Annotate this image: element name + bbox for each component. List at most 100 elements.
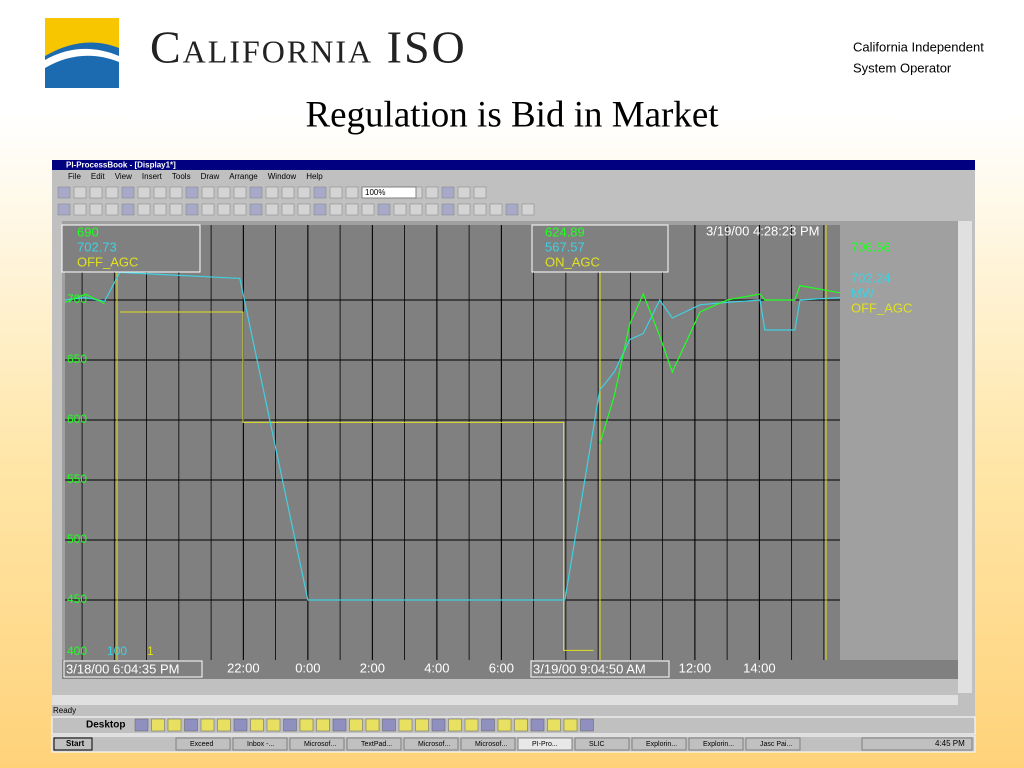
toolbar-icon[interactable] — [89, 203, 103, 216]
toolbar-icon[interactable] — [73, 186, 87, 199]
desktop-icon[interactable] — [233, 718, 248, 732]
task-button[interactable] — [574, 737, 630, 751]
toolbar-icon[interactable] — [105, 186, 119, 199]
desktop-icon[interactable] — [184, 718, 198, 732]
desktop-icon[interactable] — [431, 718, 446, 732]
task-button[interactable] — [517, 737, 573, 751]
desktop-icon[interactable] — [415, 718, 429, 732]
toolbar-icon[interactable] — [329, 203, 343, 216]
desktop-icon[interactable] — [514, 718, 528, 732]
toolbar-icon[interactable] — [73, 203, 87, 216]
toolbar-icon[interactable] — [57, 186, 71, 199]
toolbar-icon[interactable] — [409, 203, 423, 216]
desktop-icon[interactable] — [448, 718, 462, 732]
toolbar-icon[interactable] — [393, 203, 407, 216]
menu-item[interactable]: Help — [306, 172, 323, 181]
start-button[interactable] — [53, 737, 93, 751]
toolbar-icon[interactable] — [153, 186, 167, 199]
toolbar-icon[interactable] — [105, 203, 119, 216]
desktop-icon[interactable] — [266, 718, 281, 732]
toolbar-icon[interactable] — [217, 203, 231, 216]
desktop-icon[interactable] — [464, 718, 479, 732]
toolbar-icon[interactable] — [281, 186, 295, 199]
toolbar-icon[interactable] — [249, 186, 263, 199]
desktop-icon[interactable] — [299, 718, 314, 732]
desktop-icon[interactable] — [151, 718, 165, 732]
toolbar-icon[interactable] — [281, 203, 295, 216]
task-button[interactable] — [403, 737, 459, 751]
toolbar-icon[interactable] — [505, 203, 519, 216]
toolbar-icon[interactable] — [217, 186, 231, 199]
desktop-icon[interactable] — [283, 718, 297, 732]
desktop-icon[interactable] — [134, 718, 149, 732]
menu-item[interactable]: Arrange — [229, 172, 258, 181]
task-button[interactable] — [460, 737, 516, 751]
toolbar-icon[interactable] — [249, 203, 263, 216]
toolbar-icon[interactable] — [185, 186, 199, 199]
desktop-icon[interactable] — [497, 718, 512, 732]
desktop-icon[interactable] — [332, 718, 347, 732]
toolbar-icon[interactable] — [185, 203, 199, 216]
menu-item[interactable]: Edit — [91, 172, 106, 181]
zoom-box[interactable] — [361, 186, 417, 199]
desktop-icon[interactable] — [398, 718, 413, 732]
toolbar-icon[interactable] — [425, 186, 439, 199]
desktop-icon[interactable] — [316, 718, 330, 732]
toolbar-icon[interactable] — [457, 203, 471, 216]
desktop-icon[interactable] — [580, 718, 594, 732]
toolbar-icon[interactable] — [201, 186, 215, 199]
toolbar-icon[interactable] — [297, 203, 311, 216]
toolbar-icon[interactable] — [57, 203, 71, 216]
toolbar-icon[interactable] — [361, 203, 375, 216]
toolbar-icon[interactable] — [121, 203, 135, 216]
menu-item[interactable]: View — [115, 172, 132, 181]
toolbar-icon[interactable] — [489, 203, 503, 216]
toolbar-icon[interactable] — [297, 186, 311, 199]
toolbar-icon[interactable] — [473, 186, 487, 199]
toolbar-icon[interactable] — [473, 203, 487, 216]
toolbar-icon[interactable] — [265, 186, 279, 199]
desktop-icon[interactable] — [530, 718, 545, 732]
desktop-icon[interactable] — [250, 718, 264, 732]
desktop-icon[interactable] — [167, 718, 182, 732]
toolbar-icon[interactable] — [265, 203, 279, 216]
desktop-icon[interactable] — [563, 718, 578, 732]
toolbar-icon[interactable] — [313, 203, 327, 216]
toolbar-icon[interactable] — [425, 203, 439, 216]
toolbar-icon[interactable] — [169, 186, 183, 199]
toolbar-icon[interactable] — [345, 203, 359, 216]
menu-item[interactable]: Window — [268, 172, 297, 181]
toolbar-icon[interactable] — [329, 186, 343, 199]
task-button[interactable] — [745, 737, 801, 751]
menu-item[interactable]: File — [68, 172, 81, 181]
toolbar-icon[interactable] — [313, 186, 327, 199]
task-button[interactable] — [346, 737, 402, 751]
toolbar-icon[interactable] — [233, 186, 247, 199]
desktop-icon[interactable] — [365, 718, 380, 732]
toolbar-icon[interactable] — [457, 186, 471, 199]
menu-item[interactable]: Tools — [172, 172, 191, 181]
desktop-icon[interactable] — [382, 718, 396, 732]
toolbar-icon[interactable] — [201, 203, 215, 216]
toolbar-icon[interactable] — [137, 203, 151, 216]
toolbar-icon[interactable] — [441, 186, 455, 199]
toolbar-icon[interactable] — [377, 203, 391, 216]
desktop-icon[interactable] — [547, 718, 561, 732]
toolbar-icon[interactable] — [89, 186, 103, 199]
toolbar-icon[interactable] — [345, 186, 359, 199]
toolbar-icon[interactable] — [233, 203, 247, 216]
task-button[interactable] — [631, 737, 687, 751]
toolbar-icon[interactable] — [153, 203, 167, 216]
desktop-icon[interactable] — [200, 718, 215, 732]
toolbar-icon[interactable] — [169, 203, 183, 216]
toolbar-icon[interactable] — [521, 203, 535, 216]
toolbar-icon[interactable] — [441, 203, 455, 216]
toolbar-icon[interactable] — [137, 186, 151, 199]
menu-item[interactable]: Insert — [142, 172, 163, 181]
task-button[interactable] — [232, 737, 288, 751]
desktop-icon[interactable] — [481, 718, 495, 732]
task-button[interactable] — [688, 737, 744, 751]
task-button[interactable] — [175, 737, 231, 751]
desktop-icon[interactable] — [217, 718, 231, 732]
menu-item[interactable]: Draw — [201, 172, 220, 181]
